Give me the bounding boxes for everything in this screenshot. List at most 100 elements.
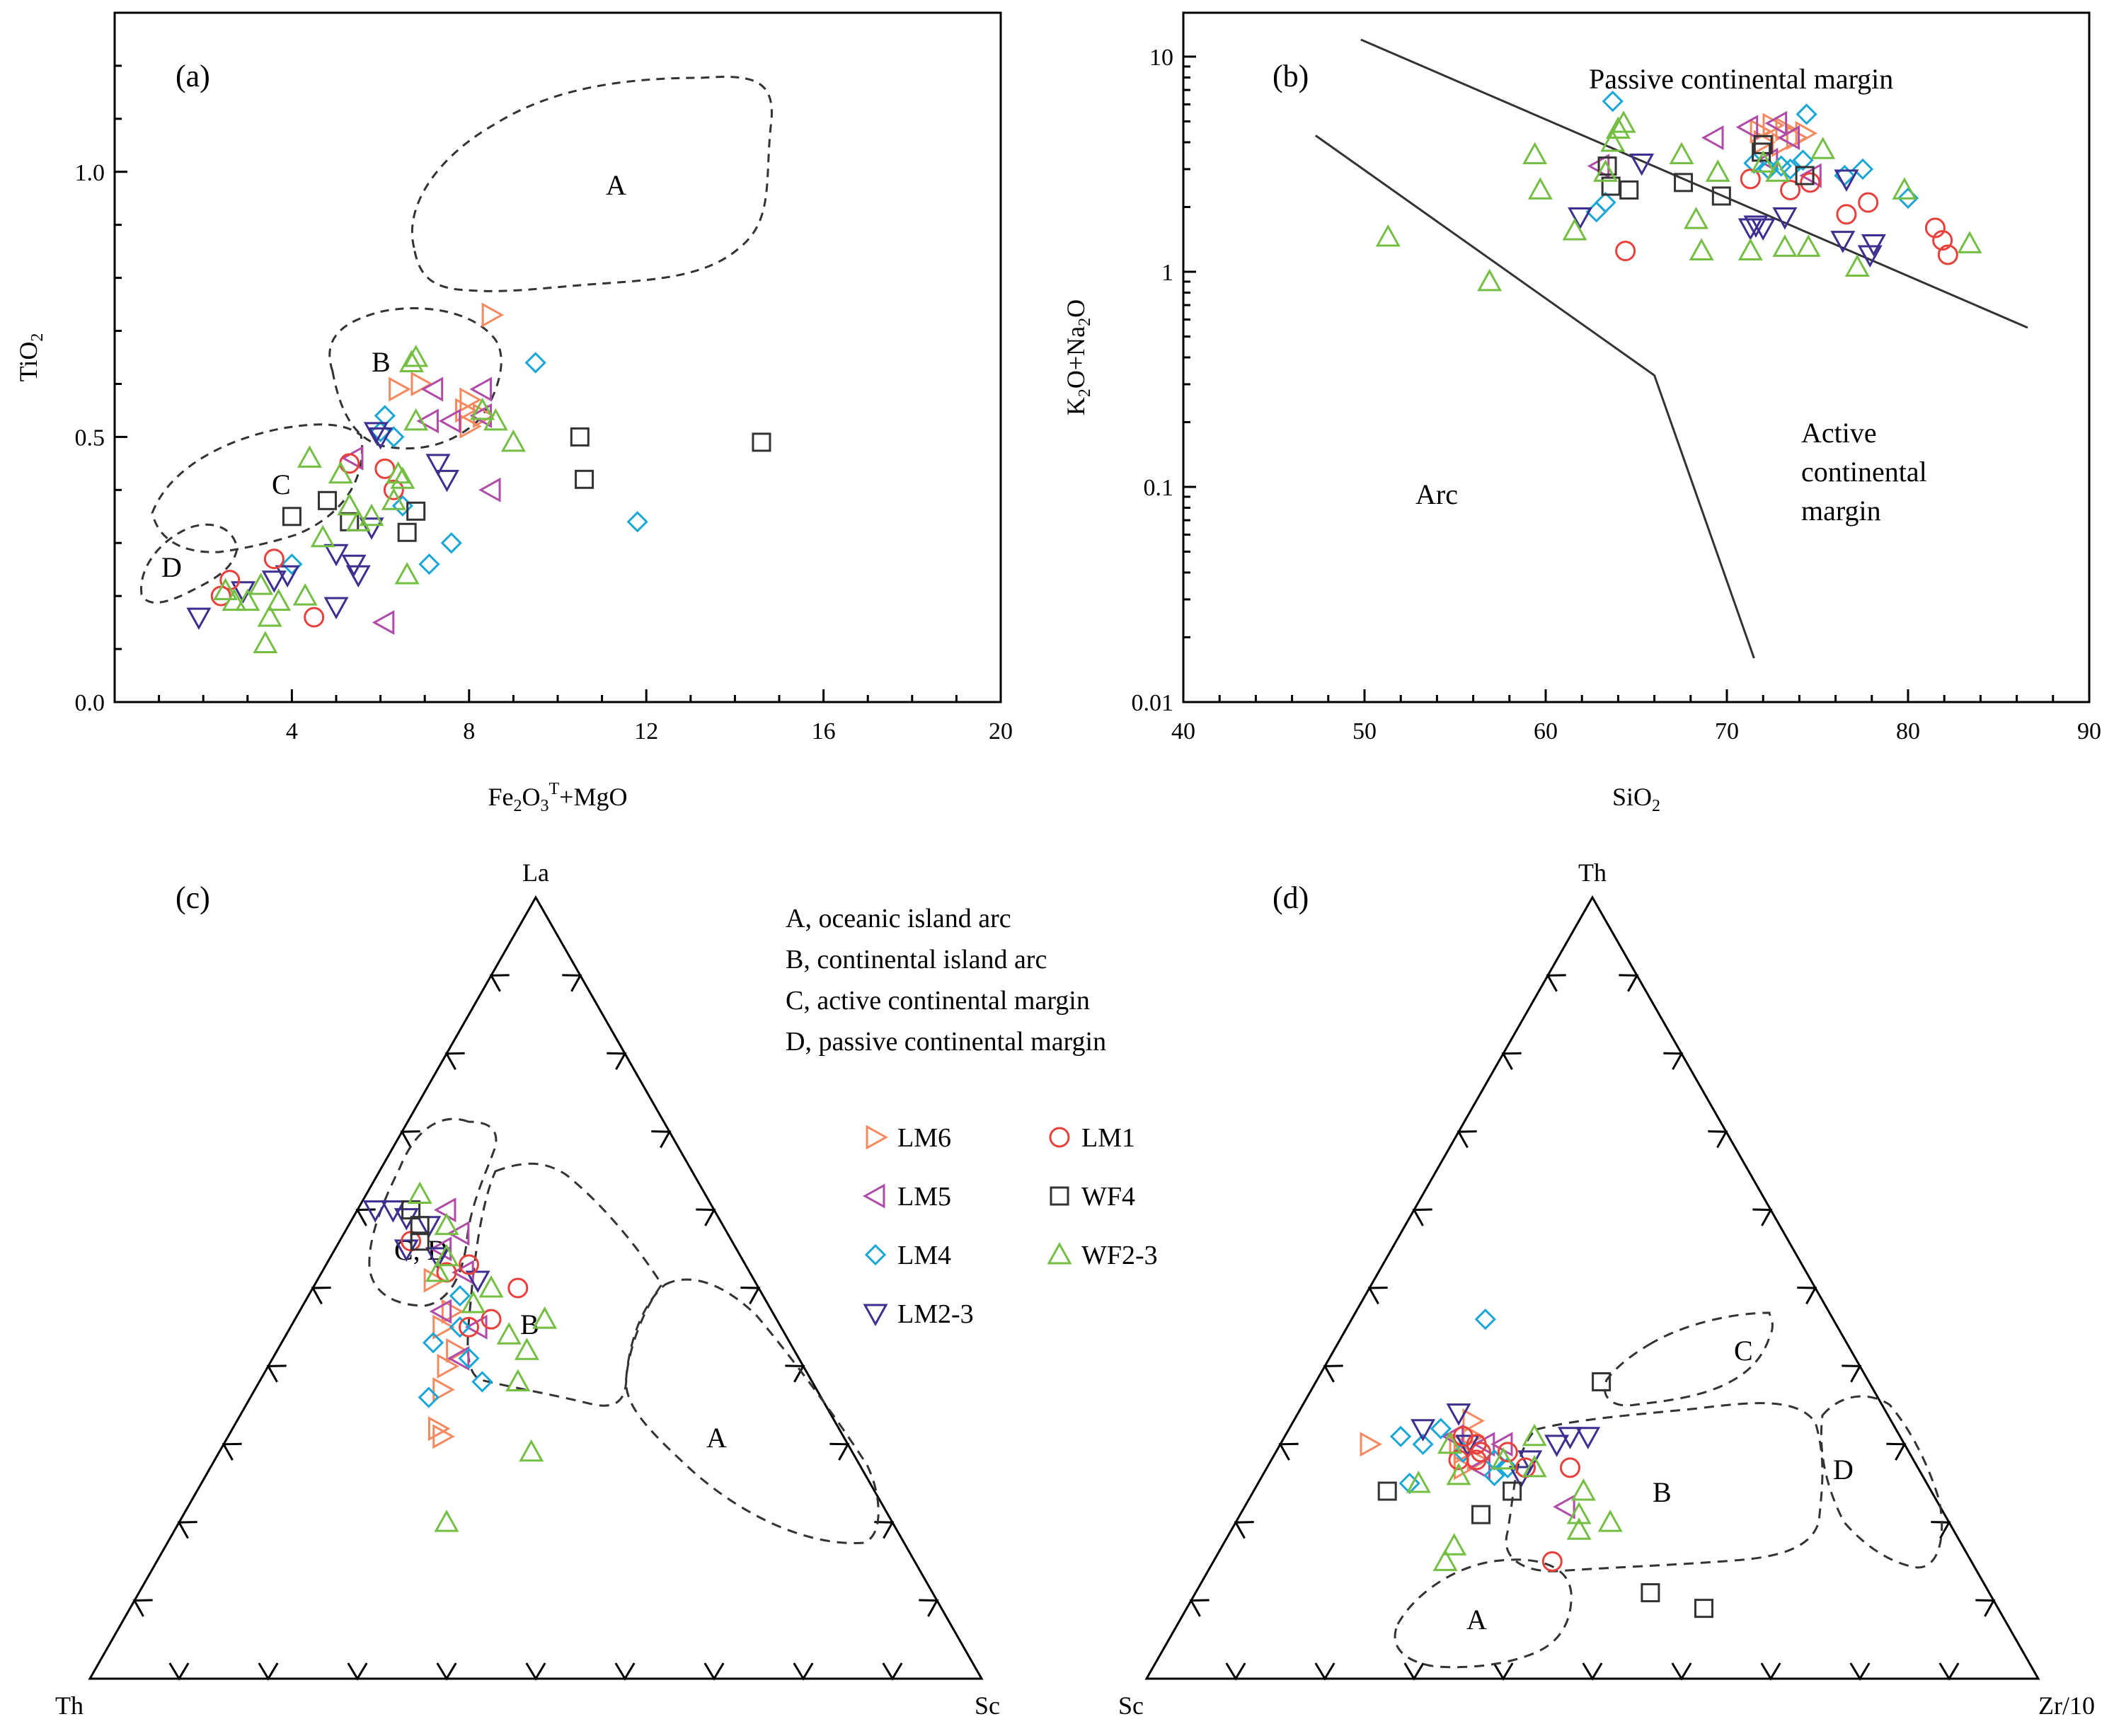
c-point-LM4-0	[449, 1284, 471, 1307]
legend-label-LM1: LM1	[1081, 1123, 1135, 1153]
b-point-WF2-3-5	[1592, 159, 1618, 182]
a-point-LM4-6	[524, 352, 546, 374]
panel-b-xlabel: SiO2	[1612, 783, 1660, 815]
panel-b-points	[1375, 91, 1982, 292]
d-tick-1-4	[1323, 1364, 1343, 1383]
d-point-LM4-8	[1483, 1464, 1505, 1487]
c-point-LM4-3	[471, 1371, 493, 1393]
a-point-LM4-7	[626, 511, 648, 533]
c-point-LM1-2	[507, 1277, 529, 1299]
d-tick-1-3	[1278, 1442, 1299, 1461]
panel-c-apex-right: Sc	[975, 1691, 1000, 1720]
a-point-WF2-3-23	[500, 429, 526, 452]
c-point-LM4-5	[422, 1332, 444, 1354]
d-point-WF2-3-5	[1597, 1510, 1623, 1532]
b-point-LM5-5	[1777, 125, 1800, 151]
a-point-WF4-0	[282, 507, 301, 527]
c-tick-0-3	[347, 1662, 368, 1681]
field-c-A	[625, 1278, 880, 1544]
b-point-LM2-3-8	[1861, 234, 1886, 257]
a-point-LM2-3-6	[345, 565, 371, 588]
b-ytick-label-2: 1	[1161, 260, 1173, 286]
field-d-C-label: C	[1734, 1335, 1753, 1367]
d-point-WF2-3-2	[1490, 1447, 1516, 1470]
d-tick-0-7	[1760, 1662, 1781, 1681]
b-point-LM4-7	[1792, 149, 1814, 171]
d-tick-0-9	[1938, 1662, 1960, 1681]
a-point-WF2-3-15	[386, 461, 411, 484]
b-ytick-label-3: 10	[1149, 45, 1173, 71]
d-point-LM5-4	[1468, 1455, 1490, 1481]
b-point-LM4-1	[1595, 191, 1616, 214]
a-ytick-label-2: 1.0	[75, 160, 105, 186]
panel-c-apex-top: La	[522, 858, 549, 887]
panel-c-points	[362, 1181, 558, 1532]
c-tick-2-2	[607, 1052, 627, 1070]
d-tick-0-2	[1314, 1662, 1335, 1681]
panel-b-field-lines	[1315, 38, 2028, 659]
d-tick-0-1	[1225, 1662, 1246, 1681]
panel-b-axes: 40 50 60 70 80 90 0.01 0.1 1 10	[1132, 45, 2102, 745]
panel-d: (d) C B D A Th Sc Zr/10	[1118, 858, 2095, 1720]
a-point-WF2-3-6	[266, 588, 292, 611]
d-point-LM6-3	[1462, 1408, 1485, 1434]
panel-c-apex-left: Th	[55, 1691, 84, 1720]
d-tick-0-6	[1671, 1662, 1692, 1681]
d-tick-2-6	[1842, 1364, 1862, 1383]
b-point-WF2-3-11	[1689, 238, 1714, 261]
panel-d-points	[1360, 1309, 1713, 1619]
legend-marker-LM6	[866, 1125, 889, 1150]
a-point-WF2-3-0	[213, 577, 238, 601]
d-point-WF4-3	[1592, 1372, 1612, 1391]
field-b-passive-label: Passive continental margin	[1589, 63, 1893, 95]
a-point-WF2-3-3	[248, 573, 274, 595]
legend-label-LM6: LM6	[897, 1123, 951, 1153]
d-point-LM2-3-0	[1446, 1403, 1471, 1426]
b-point-LM5-3	[1764, 110, 1788, 136]
b-point-WF4-7	[1795, 166, 1815, 185]
c-point-LM2-3-1	[380, 1200, 406, 1223]
b-point-LM4-8	[1796, 103, 1817, 125]
panel-b-label: (b)	[1273, 59, 1309, 93]
field-c-A-label: A	[706, 1422, 727, 1454]
c-point-LM4-1	[449, 1316, 471, 1338]
d-point-WF2-3-10	[1522, 1423, 1547, 1447]
b-point-LM1-7	[1932, 230, 1953, 251]
panel-d-triangle	[1144, 895, 2040, 1681]
d-tick-1-1	[1189, 1599, 1210, 1617]
a-point-WF2-3-16	[390, 466, 415, 489]
b-point-WF2-3-10	[1683, 207, 1708, 229]
c-point-WF2-3-11	[425, 1259, 450, 1282]
d-tick-2-2	[1663, 1052, 1684, 1070]
c-tick-2-9	[919, 1599, 939, 1617]
a-point-LM2-3-8	[425, 454, 451, 476]
b-point-LM2-3-4	[1750, 218, 1776, 241]
a-point-LM2-3-5	[341, 554, 367, 577]
a-point-LM4-8	[281, 553, 303, 575]
a-point-LM2-3-7	[359, 517, 384, 540]
panel-c-label: (c)	[176, 880, 210, 915]
field-b-arc-label: Arc	[1415, 478, 1458, 510]
b-point-LM2-3-1	[1629, 154, 1655, 176]
panel-a-fields	[140, 76, 773, 604]
panel-a-frame	[113, 11, 1002, 703]
c-tick-0-8	[793, 1662, 814, 1681]
d-point-WF2-3-9	[1432, 1548, 1458, 1571]
legend-field-A: A, oceanic island arc	[786, 904, 1011, 933]
c-tick-0-1	[168, 1662, 190, 1681]
a-point-LM5-5	[478, 477, 501, 502]
panel-a-label: (a)	[176, 59, 210, 93]
b-ytick-label-0: 0.01	[1132, 690, 1174, 716]
c-point-LM5-4	[447, 1345, 470, 1371]
field-a-A	[410, 76, 773, 292]
c-tick-0-2	[258, 1662, 279, 1681]
b-point-LM1-4	[1836, 204, 1857, 225]
a-point-WF2-3-8	[297, 445, 322, 468]
c-point-WF2-3-9	[434, 1510, 459, 1532]
c-point-LM5-5	[429, 1299, 452, 1324]
panel-b-frame	[1182, 11, 2091, 703]
panel-a-ylabel: TiO2	[14, 333, 47, 382]
c-point-WF2-3-3	[478, 1275, 504, 1298]
d-tick-1-8	[1501, 1052, 1522, 1070]
